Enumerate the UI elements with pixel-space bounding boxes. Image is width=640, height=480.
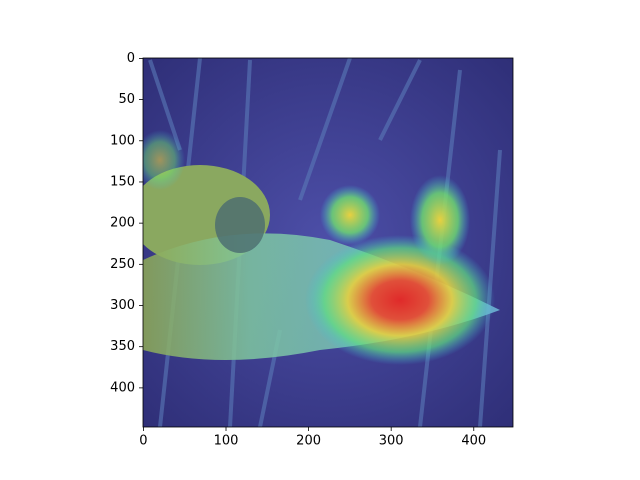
heat-region [410, 175, 470, 265]
heat-region [305, 235, 495, 365]
image [143, 58, 513, 427]
axes-frame [142, 57, 514, 428]
heat-region [320, 185, 380, 245]
x-tick-label: 100 [214, 434, 239, 449]
y-tick-label: 350 [110, 339, 135, 354]
y-tick-label: 150 [110, 174, 135, 189]
x-tick-label: 400 [461, 434, 486, 449]
x-tick-label: 0 [139, 434, 147, 449]
y-tick-label: 200 [110, 216, 135, 231]
y-tick-label: 400 [110, 380, 135, 395]
y-tick-label: 50 [118, 92, 135, 107]
y-tick-label: 100 [110, 133, 135, 148]
heat-region [143, 130, 185, 190]
y-tick-label: 0 [127, 51, 135, 66]
x-tick-label: 300 [379, 434, 404, 449]
x-tick-label: 200 [296, 434, 321, 449]
y-tick-label: 300 [110, 298, 135, 313]
y-tick-label: 250 [110, 257, 135, 272]
bird-collar [215, 197, 265, 253]
